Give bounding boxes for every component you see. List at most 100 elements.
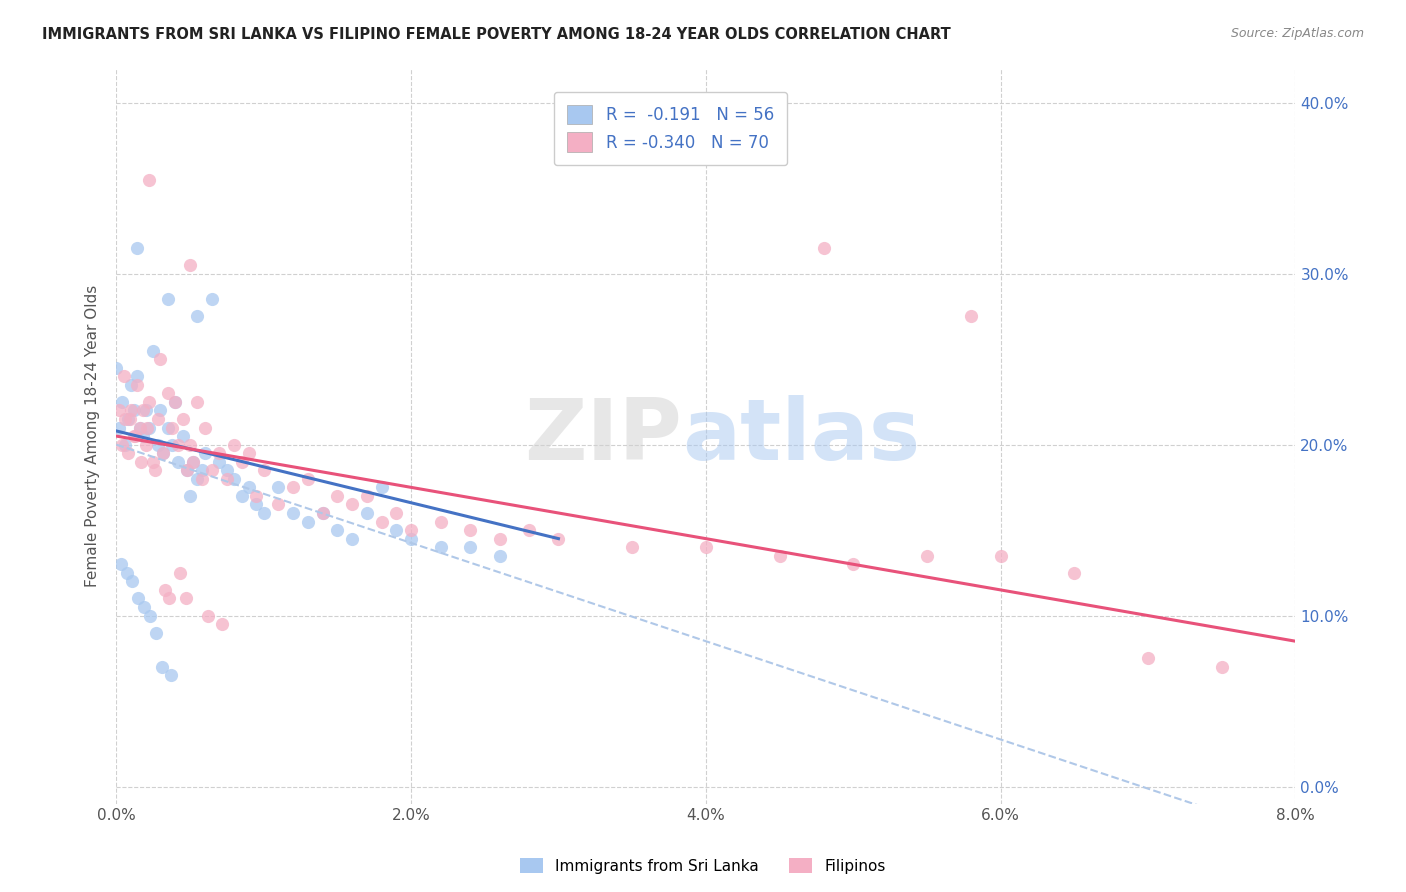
Point: [224, 472, 246, 486]
Point: [134, 600, 156, 615]
Point: [128, 420, 150, 434]
Point: [194, 446, 217, 460]
Point: [1137, 651, 1160, 665]
Point: [108, 403, 131, 417]
Point: [253, 506, 276, 520]
Point: [458, 540, 481, 554]
Point: [191, 463, 214, 477]
Point: [356, 506, 378, 520]
Point: [120, 377, 142, 392]
Point: [231, 489, 253, 503]
Point: [169, 566, 191, 580]
Point: [138, 420, 160, 434]
Point: [165, 395, 187, 409]
Point: [179, 437, 201, 451]
Point: [370, 480, 392, 494]
Point: [547, 532, 569, 546]
Point: [165, 395, 187, 409]
Point: [813, 241, 835, 255]
Point: [768, 549, 790, 563]
Point: [110, 558, 132, 572]
Point: [215, 463, 238, 477]
Point: [146, 437, 169, 451]
Point: [211, 617, 233, 632]
Point: [122, 403, 145, 417]
Point: [267, 498, 290, 512]
Point: [399, 523, 422, 537]
Point: [111, 395, 134, 409]
Y-axis label: Female Poverty Among 18-24 Year Olds: Female Poverty Among 18-24 Year Olds: [86, 285, 100, 587]
Point: [172, 412, 194, 426]
Point: [181, 455, 204, 469]
Point: [121, 574, 143, 589]
Point: [208, 455, 231, 469]
Point: [115, 566, 138, 580]
Point: [1063, 566, 1085, 580]
Point: [152, 446, 174, 460]
Point: [167, 455, 190, 469]
Point: [108, 420, 131, 434]
Legend: Immigrants from Sri Lanka, Filipinos: Immigrants from Sri Lanka, Filipinos: [515, 852, 891, 880]
Point: [915, 549, 938, 563]
Point: [152, 446, 174, 460]
Point: [105, 360, 128, 375]
Point: [142, 343, 165, 358]
Point: [176, 463, 198, 477]
Point: [125, 377, 148, 392]
Point: [128, 420, 150, 434]
Point: [326, 489, 349, 503]
Point: [146, 412, 169, 426]
Point: [120, 403, 142, 417]
Point: [281, 506, 304, 520]
Point: [458, 523, 481, 537]
Point: [135, 437, 157, 451]
Point: [245, 489, 267, 503]
Point: [197, 608, 219, 623]
Point: [157, 591, 180, 606]
Point: [385, 523, 408, 537]
Point: [181, 455, 204, 469]
Point: [340, 498, 363, 512]
Text: ZIP: ZIP: [524, 394, 682, 477]
Point: [167, 437, 190, 451]
Point: [138, 395, 160, 409]
Legend: R =  -0.191   N = 56, R = -0.340   N = 70: R = -0.191 N = 56, R = -0.340 N = 70: [554, 92, 787, 165]
Point: [122, 429, 145, 443]
Point: [124, 429, 146, 443]
Point: [111, 437, 134, 451]
Point: [136, 420, 159, 434]
Point: [621, 540, 644, 554]
Point: [215, 472, 238, 486]
Point: [156, 386, 179, 401]
Point: [297, 472, 319, 486]
Point: [224, 437, 246, 451]
Point: [186, 472, 208, 486]
Point: [186, 395, 208, 409]
Point: [156, 293, 179, 307]
Point: [842, 558, 865, 572]
Point: [179, 258, 201, 272]
Point: [139, 608, 162, 623]
Point: [186, 310, 208, 324]
Point: [150, 660, 173, 674]
Point: [191, 472, 214, 486]
Point: [201, 293, 224, 307]
Point: [194, 420, 217, 434]
Point: [117, 412, 139, 426]
Point: [112, 369, 135, 384]
Point: [156, 420, 179, 434]
Point: [695, 540, 717, 554]
Point: [132, 429, 155, 443]
Point: [125, 241, 148, 255]
Point: [281, 480, 304, 494]
Point: [149, 403, 172, 417]
Point: [253, 463, 276, 477]
Point: [174, 591, 197, 606]
Point: [172, 429, 194, 443]
Point: [201, 463, 224, 477]
Point: [488, 532, 510, 546]
Point: [208, 446, 231, 460]
Point: [125, 369, 148, 384]
Text: Source: ZipAtlas.com: Source: ZipAtlas.com: [1230, 27, 1364, 40]
Point: [132, 403, 155, 417]
